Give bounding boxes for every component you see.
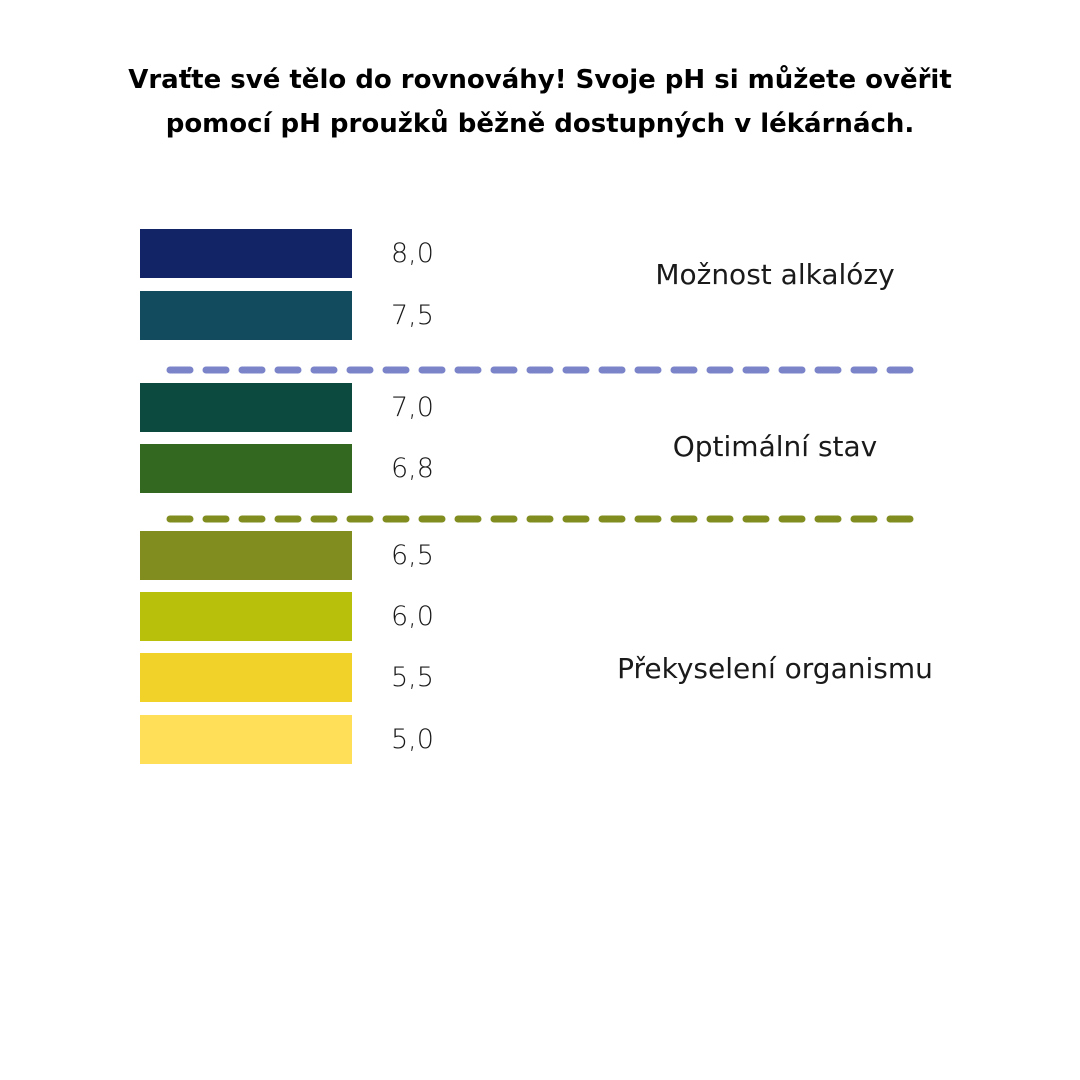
ph-value-5-0: 5,0 xyxy=(391,724,434,755)
title-line-1: Vraťte své tělo do rovnováhy! Svoje pH s… xyxy=(128,65,952,95)
acidosis-divider-line xyxy=(166,515,918,523)
alkalosis-divider-line xyxy=(166,366,918,374)
ph-swatch-6-5 xyxy=(140,531,352,580)
ph-swatch-7-0 xyxy=(140,383,352,432)
ph-value-7-0: 7,0 xyxy=(391,392,434,423)
ph-swatch-8-0 xyxy=(140,229,352,278)
ph-value-6-0: 6,0 xyxy=(391,601,434,632)
ph-value-5-5: 5,5 xyxy=(391,662,434,693)
zone-label-optimal: Optimální stav xyxy=(672,430,878,463)
ph-swatch-5-5 xyxy=(140,653,352,702)
title-line-2: pomocí pH proužků běžně dostupných v lék… xyxy=(165,109,915,139)
ph-swatch-7-5 xyxy=(140,291,352,340)
ph-value-6-5: 6,5 xyxy=(391,540,434,571)
ph-value-6-8: 6,8 xyxy=(391,453,434,484)
ph-value-8-0: 8,0 xyxy=(391,238,434,269)
ph-value-7-5: 7,5 xyxy=(391,300,434,331)
ph-swatch-6-8 xyxy=(140,444,352,493)
page-title: Vraťte své tělo do rovnováhy! Svoje pH s… xyxy=(60,58,1020,146)
zone-label-acidification: Překyselení organismu xyxy=(617,652,933,685)
ph-swatch-5-0 xyxy=(140,715,352,764)
ph-swatch-6-0 xyxy=(140,592,352,641)
zone-label-alkalosis: Možnost alkalózy xyxy=(655,258,895,291)
